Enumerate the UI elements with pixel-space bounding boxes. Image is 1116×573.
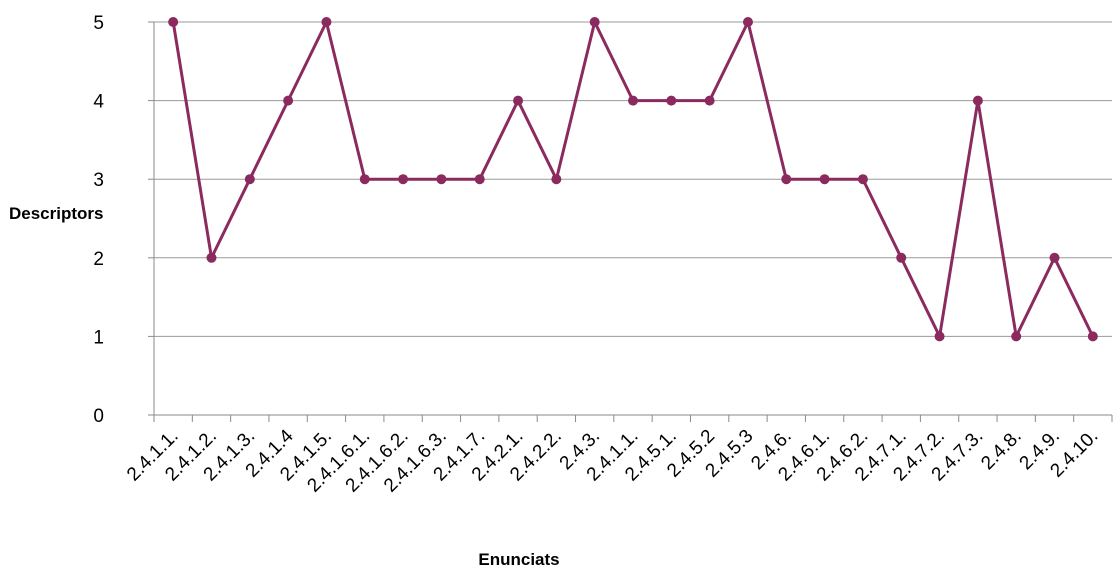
data-point [1049, 252, 1060, 263]
data-point [857, 174, 868, 185]
y-tick-label: 3 [93, 170, 104, 191]
y-tick-label: 5 [93, 13, 104, 34]
data-point [704, 95, 715, 106]
data-point [934, 331, 945, 342]
series [168, 17, 1098, 342]
data-point [206, 252, 217, 263]
x-tick-labels: 2.4.1.1.2.4.1.2.2.4.1.3.2.4.1.42.4.1.5.2… [123, 425, 1102, 496]
x-tick-label: 2.4.8. [977, 426, 1025, 474]
data-point [972, 95, 983, 106]
data-point [244, 174, 255, 185]
y-tick-label: 1 [93, 327, 104, 348]
data-point [628, 95, 638, 106]
y-axis-title: Descriptors [9, 204, 103, 223]
data-point [742, 17, 753, 27]
data-point [819, 174, 830, 185]
data-point [168, 17, 179, 27]
data-point [283, 95, 294, 106]
data-point [436, 174, 447, 185]
data-point [474, 174, 485, 185]
data-point [359, 174, 370, 185]
data-point [781, 174, 792, 185]
y-tick-label: 4 [93, 92, 104, 113]
data-point [398, 174, 409, 185]
x-axis-title: Enunciats [478, 550, 559, 569]
y-tick-label: 2 [93, 249, 104, 270]
data-point [666, 95, 677, 106]
data-point [321, 17, 332, 27]
data-point [1011, 331, 1022, 342]
axes [148, 21, 1113, 422]
data-point [589, 17, 600, 27]
gridlines [154, 21, 1112, 337]
data-point [896, 252, 907, 263]
data-point [551, 174, 562, 185]
data-point [1087, 331, 1098, 342]
data-point [513, 95, 524, 106]
y-tick-label: 0 [93, 406, 104, 427]
y-tick-labels: 0 1 2 3 4 5 [93, 13, 104, 427]
